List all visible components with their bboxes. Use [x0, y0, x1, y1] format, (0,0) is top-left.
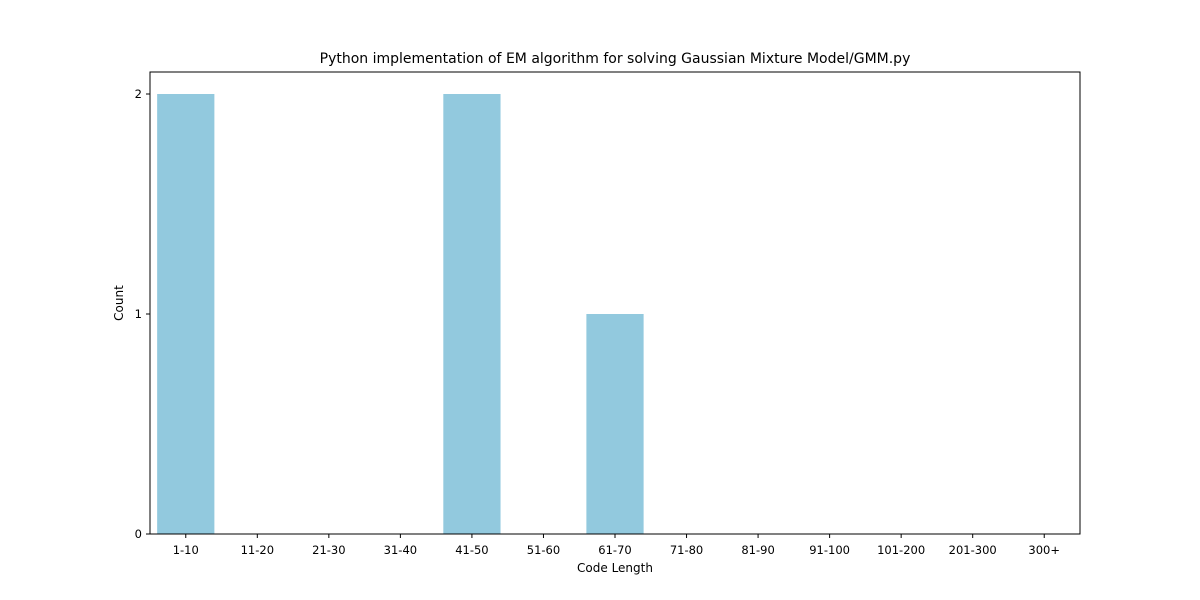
x-tick-label: 81-90 [741, 543, 774, 557]
x-tick-label: 31-40 [384, 543, 417, 557]
x-tick-label: 1-10 [173, 543, 199, 557]
x-tick-label: 101-200 [877, 543, 925, 557]
x-tick-label: 21-30 [312, 543, 345, 557]
bar-61-70 [586, 314, 644, 534]
x-tick-label: 11-20 [241, 543, 274, 557]
bars-group [157, 94, 644, 534]
x-tick-label: 300+ [1028, 543, 1060, 557]
y-axis-label: Count [112, 285, 126, 321]
x-axis-label: Code Length [577, 561, 653, 575]
x-tick-label: 41-50 [455, 543, 488, 557]
bar-1-10 [157, 94, 215, 534]
chart-title: Python implementation of EM algorithm fo… [320, 51, 911, 67]
x-axis-ticks: 1-10 11-20 21-30 31-40 41-50 51-60 61-70 71-80 8… [173, 534, 1060, 557]
y-tick-label: 2 [135, 87, 142, 101]
x-tick-label: 51-60 [527, 543, 560, 557]
y-tick-label: 1 [135, 307, 142, 321]
x-tick-label: 71-80 [670, 543, 703, 557]
y-axis-ticks: 0 1 2 [135, 87, 150, 541]
y-tick-label: 0 [135, 527, 142, 541]
x-tick-label: 201-300 [949, 543, 997, 557]
x-tick-label: 91-100 [809, 543, 850, 557]
x-tick-label: 61-70 [598, 543, 631, 557]
bar-41-50 [443, 94, 501, 534]
